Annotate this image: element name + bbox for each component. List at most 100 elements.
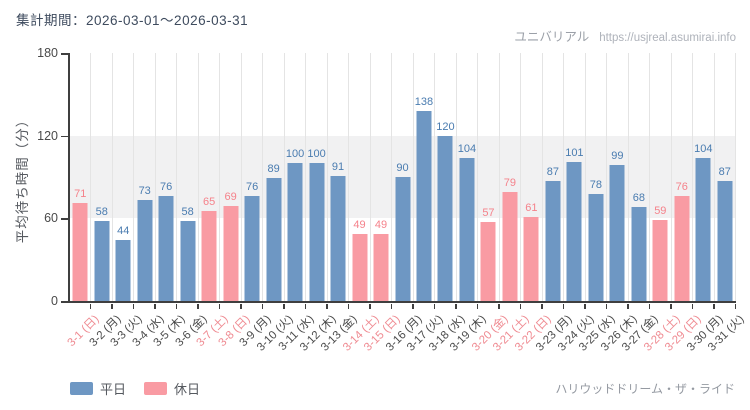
x-tick-mark	[111, 304, 113, 309]
site-url: https://usjreal.asumirai.info	[599, 32, 736, 44]
bar-value-label: 87	[718, 166, 731, 179]
y-tick-label-0: 0	[51, 294, 58, 308]
site-name: ユニバリアル	[514, 30, 590, 44]
bar-value-label: 68	[632, 192, 645, 205]
bar-3-15	[373, 233, 389, 301]
bar-column-3-1: 71	[70, 53, 92, 309]
bar-3-8	[223, 205, 239, 301]
legend-label-weekday: 平日	[100, 382, 127, 397]
bar-value-label: 49	[374, 218, 388, 231]
bar-3-4	[137, 200, 153, 301]
bar-columns: 71 58 44 73 76 58 65 69 76 89 100 100 91 49 49 90 138 120…	[70, 53, 737, 309]
x-tick-mark	[283, 304, 285, 309]
bar-column-3-25: 78	[586, 53, 608, 309]
bar-column-3-8: 69	[220, 53, 242, 309]
bar-3-22	[523, 216, 539, 301]
bar-3-5	[158, 196, 174, 301]
x-tick-mark	[390, 304, 393, 309]
bar-value-label: 71	[74, 188, 87, 201]
bar-column-3-2: 58	[91, 53, 113, 309]
bar-value-label: 90	[396, 162, 409, 174]
bar-3-28	[652, 219, 668, 301]
x-tick-mark	[691, 304, 694, 309]
x-tick-mark	[347, 304, 350, 309]
legend-label-holiday: 休日	[174, 382, 201, 397]
bar-3-26	[609, 164, 625, 301]
x-tick-mark	[713, 304, 715, 309]
bar-column-3-29: 76	[672, 53, 694, 309]
bar-column-3-26: 99	[607, 53, 629, 309]
bar-value-label: 44	[117, 225, 130, 238]
bar-value-label: 100	[285, 148, 305, 161]
x-tick-mark	[412, 304, 414, 309]
y-axis-title: 平均待ち時間（分）	[15, 112, 30, 244]
bar-column-3-23: 87	[543, 53, 565, 309]
bar-column-3-14: 49	[349, 53, 371, 309]
bar-3-2	[94, 221, 110, 301]
bar-3-18	[437, 135, 453, 301]
bar-3-14	[352, 233, 368, 301]
bar-3-16	[395, 177, 410, 301]
bar-3-30	[695, 157, 711, 301]
y-tick-label-60: 60	[44, 211, 58, 226]
bar-3-21	[502, 192, 518, 301]
bar-3-10	[266, 178, 282, 301]
bar-3-6	[180, 221, 196, 301]
bar-column-3-21: 79	[500, 53, 522, 309]
bar-value-label: 49	[353, 218, 366, 231]
site-credit: ユニバリアル https://usjreal.asumirai.info	[514, 26, 736, 46]
bar-column-3-17: 138	[414, 53, 436, 309]
bar-column-3-15: 49	[371, 53, 393, 309]
bar-column-3-6: 58	[177, 53, 199, 309]
bar-3-1	[72, 203, 88, 301]
x-tick-mark	[433, 304, 436, 309]
bar-value-label: 79	[503, 177, 517, 190]
bar-value-label: 58	[181, 206, 194, 219]
bar-column-3-11: 100	[285, 53, 307, 309]
x-tick-mark	[369, 304, 371, 309]
bar-column-3-4: 73	[134, 53, 156, 309]
x-tick-mark	[132, 304, 135, 309]
x-tick-mark	[89, 304, 92, 309]
bar-value-label: 91	[331, 160, 345, 173]
bar-column-3-24: 101	[564, 53, 586, 309]
bar-3-13	[330, 175, 346, 301]
bar-value-label: 65	[203, 196, 216, 209]
bar-value-label: 76	[160, 181, 173, 194]
bar-value-label: 89	[267, 163, 280, 176]
bar-3-17	[416, 110, 432, 301]
bar-column-3-9: 76	[242, 53, 264, 309]
bar-3-31	[717, 181, 733, 301]
x-tick-mark	[197, 304, 199, 309]
y-tick-label-180: 180	[37, 46, 58, 60]
bar-column-3-27: 68	[629, 53, 651, 309]
y-tick-label-120: 120	[37, 128, 58, 143]
bar-value-label: 61	[525, 201, 538, 214]
x-tick-mark	[261, 304, 264, 309]
bar-value-label: 99	[611, 149, 624, 162]
bar-column-3-22: 61	[521, 53, 543, 309]
bar-column-3-12: 100	[306, 53, 328, 309]
x-tick-mark	[648, 304, 651, 309]
bar-value-label: 100	[307, 148, 326, 161]
bar-column-3-10: 89	[263, 53, 285, 309]
legend-item-weekday: 平日	[70, 379, 126, 398]
bar-value-label: 76	[675, 181, 688, 194]
x-tick-mark	[670, 304, 672, 309]
bar-value-label: 76	[245, 181, 259, 194]
x-tick-mark	[175, 304, 178, 309]
bar-column-3-5: 76	[156, 53, 178, 309]
bar-column-3-7: 65	[199, 53, 221, 309]
bar-column-3-16: 90	[392, 53, 414, 309]
bar-3-24	[566, 161, 582, 301]
x-tick-mark	[541, 304, 543, 309]
chart-legend: 平日 休日	[70, 379, 218, 398]
report-period: 集計期間：2026-03-01～2026-03-31	[16, 13, 249, 28]
bar-value-label: 73	[138, 185, 151, 198]
legend-swatch-holiday	[144, 382, 168, 395]
y-tick-mark	[61, 301, 68, 303]
y-tick-mark	[61, 135, 68, 138]
bar-3-3	[115, 240, 131, 301]
bar-3-11	[287, 163, 303, 301]
bar-value-label: 120	[436, 120, 455, 133]
